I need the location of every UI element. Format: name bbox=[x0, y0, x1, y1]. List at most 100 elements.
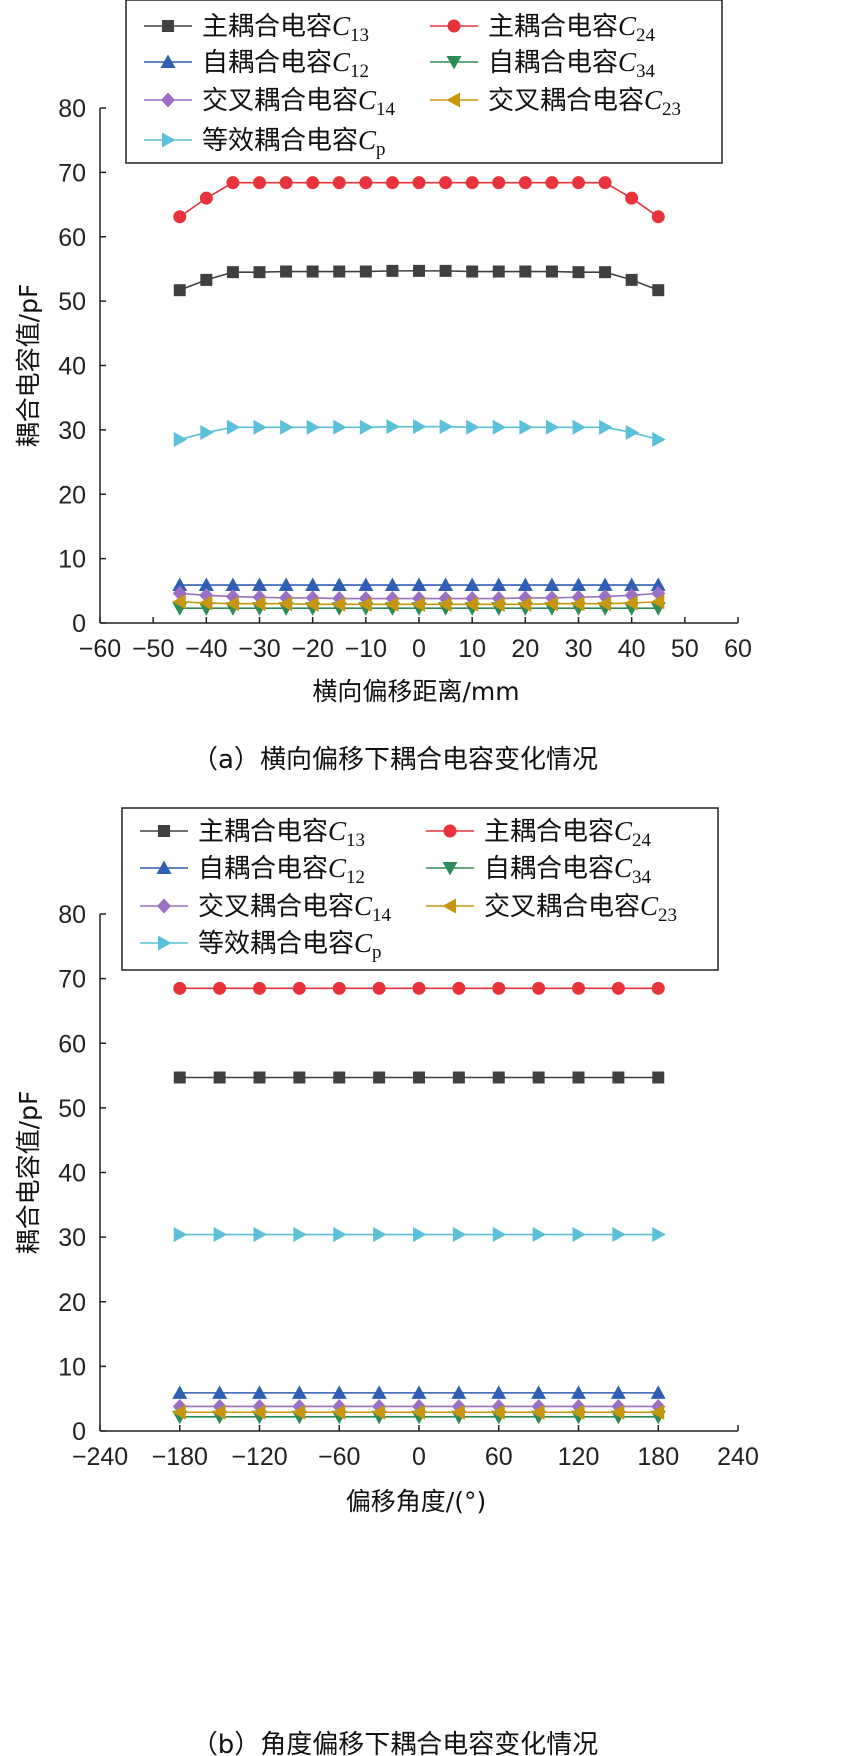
data-point bbox=[438, 596, 452, 612]
data-point bbox=[306, 419, 321, 435]
legend-item: 自耦合电容C34 bbox=[426, 853, 652, 888]
chart-b: 0 10 20 30 40 50 60 70 80 −240 −180 −120 −60 0 60 120 18… bbox=[14, 807, 759, 1756]
data-point bbox=[253, 1071, 266, 1084]
data-point bbox=[531, 1404, 545, 1420]
legend-label: 自耦合电容C12 bbox=[198, 853, 365, 888]
data-point bbox=[212, 1404, 226, 1420]
data-point bbox=[598, 176, 612, 190]
data-point bbox=[572, 981, 585, 995]
data-point bbox=[279, 176, 293, 190]
data-point bbox=[333, 1071, 346, 1084]
data-point bbox=[650, 577, 666, 592]
y-tick-label: 40 bbox=[58, 1160, 86, 1188]
data-point bbox=[252, 596, 266, 612]
data-point bbox=[651, 981, 665, 995]
x-tick-label: 60 bbox=[724, 635, 752, 663]
y-axis-title: 耦合电容值/pF bbox=[14, 1091, 43, 1255]
legend-item: 自耦合电容C34 bbox=[430, 47, 656, 82]
data-point bbox=[278, 596, 293, 612]
data-point bbox=[291, 1404, 306, 1420]
data-point bbox=[611, 981, 625, 995]
data-point bbox=[612, 1071, 625, 1084]
data-point bbox=[373, 1227, 387, 1243]
data-point bbox=[306, 176, 320, 190]
legend-item: 主耦合电容C24 bbox=[430, 11, 656, 46]
data-point bbox=[544, 577, 560, 592]
data-point bbox=[226, 419, 241, 435]
data-point bbox=[293, 1071, 306, 1084]
legend-item: 主耦合电容C13 bbox=[144, 11, 369, 46]
data-point bbox=[624, 595, 638, 611]
legend-item: 自耦合电容C12 bbox=[140, 853, 365, 888]
data-point bbox=[545, 176, 559, 190]
legend-marker bbox=[158, 825, 170, 837]
series-12 bbox=[172, 1385, 666, 1399]
x-tick-label: 120 bbox=[558, 1443, 600, 1471]
legend-item: 交叉耦合电容C14 bbox=[140, 891, 392, 926]
data-point bbox=[200, 424, 214, 440]
data-point bbox=[172, 594, 186, 610]
y-tick-label: 50 bbox=[58, 1095, 86, 1123]
series-23 bbox=[172, 1404, 665, 1420]
data-point bbox=[359, 176, 373, 190]
data-point bbox=[492, 265, 505, 278]
data-point bbox=[373, 1071, 386, 1084]
legend-marker bbox=[156, 860, 172, 874]
data-point bbox=[491, 577, 507, 592]
data-point bbox=[491, 596, 505, 612]
data-point bbox=[572, 419, 586, 435]
x-tick-label: 240 bbox=[717, 1443, 759, 1471]
data-point bbox=[451, 1385, 467, 1399]
y-tick-label: 0 bbox=[72, 1418, 86, 1446]
legend-item: 主耦合电容C24 bbox=[426, 816, 652, 851]
data-point bbox=[413, 264, 425, 277]
legend: 主耦合电容C13 主耦合电容C24 自耦合电容C12 自耦合电容C34 交叉耦合电容C1… bbox=[125, 0, 723, 164]
data-point bbox=[544, 596, 558, 612]
y-tick-label: 30 bbox=[58, 417, 86, 445]
legend: 主耦合电容C13 主耦合电容C24 自耦合电容C12 自耦合电容C34 交叉耦合电容C1… bbox=[121, 807, 719, 971]
legend-item: 等效耦合电容Cp bbox=[144, 125, 386, 160]
data-point bbox=[439, 264, 452, 277]
data-point bbox=[333, 1227, 347, 1243]
data-point bbox=[597, 577, 613, 592]
data-point bbox=[599, 419, 613, 435]
data-point bbox=[545, 419, 560, 435]
data-point bbox=[517, 596, 532, 612]
data-point bbox=[293, 1227, 307, 1243]
x-tick-label: 40 bbox=[618, 635, 646, 663]
data-point bbox=[386, 419, 400, 435]
x-tick-label: 30 bbox=[565, 635, 593, 663]
data-point bbox=[411, 1404, 425, 1420]
legend-label: 交叉耦合电容C23 bbox=[488, 85, 681, 120]
data-point bbox=[518, 176, 532, 190]
data-point bbox=[173, 284, 186, 297]
data-point bbox=[173, 432, 188, 448]
data-point bbox=[200, 273, 213, 286]
y-tick-label: 20 bbox=[58, 481, 86, 509]
x-tick-label: 60 bbox=[485, 1443, 513, 1471]
data-point bbox=[439, 176, 453, 190]
data-point bbox=[252, 577, 267, 592]
data-point bbox=[226, 176, 240, 190]
legend-marker bbox=[162, 20, 174, 32]
data-point bbox=[517, 577, 533, 592]
series-24 bbox=[173, 981, 665, 995]
data-point bbox=[610, 1404, 625, 1420]
x-tick-label: 50 bbox=[671, 635, 699, 663]
data-point bbox=[252, 1404, 266, 1420]
data-point bbox=[413, 419, 427, 435]
data-point bbox=[291, 1385, 307, 1399]
legend-box bbox=[125, 0, 723, 164]
data-point bbox=[413, 1227, 427, 1243]
data-point bbox=[411, 577, 427, 592]
series-p bbox=[173, 419, 666, 448]
data-point bbox=[625, 424, 640, 440]
data-point bbox=[253, 981, 266, 995]
x-tick-label: 180 bbox=[637, 1443, 679, 1471]
data-point bbox=[532, 981, 546, 995]
legend-marker bbox=[446, 92, 460, 108]
x-tick-label: 10 bbox=[458, 635, 486, 663]
data-point bbox=[519, 265, 532, 278]
legend-item: 交叉耦合电容C23 bbox=[430, 85, 681, 120]
